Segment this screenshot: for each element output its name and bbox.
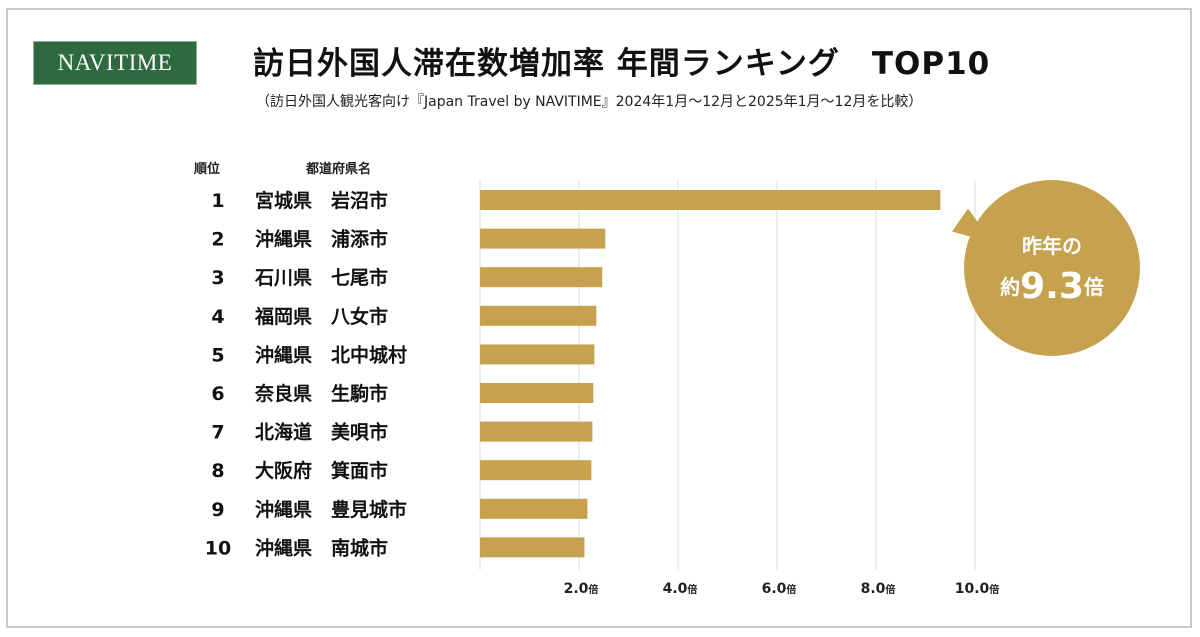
callout-value: 9.3 — [1020, 266, 1084, 307]
category-label: 宮城県 岩沼市 — [255, 189, 388, 212]
category-label: 石川県 七尾市 — [254, 266, 388, 289]
bar — [480, 305, 597, 326]
rank-label: 4 — [211, 306, 224, 328]
rank-label: 8 — [211, 460, 224, 482]
chart-subtitle: （訪日外国人観光客向け『Japan Travel by NAVITIME』202… — [256, 94, 923, 110]
name-header: 都道府県名 — [306, 162, 372, 177]
navitime-logo: NAVITIME — [33, 41, 197, 85]
tick-label: 2.0倍 — [564, 581, 599, 597]
bar — [480, 344, 595, 365]
rank-label: 10 — [205, 537, 231, 559]
bar — [480, 267, 603, 288]
tick-label: 10.0倍 — [955, 581, 1000, 597]
category-label: 沖縄県 南城市 — [255, 536, 388, 559]
callout-prefix: 約 — [1000, 275, 1021, 299]
rank-label: 1 — [211, 190, 224, 212]
chart-frame — [6, 8, 1192, 628]
bar — [480, 228, 606, 249]
rank-label: 3 — [211, 267, 224, 289]
bar — [480, 498, 588, 519]
chart-title: 訪日外国人滞在数増加率 年間ランキング TOP10 — [253, 46, 991, 82]
category-label: 沖縄県 浦添市 — [255, 228, 388, 251]
tick-label: 4.0倍 — [663, 581, 698, 597]
category-label: 福岡県 八女市 — [254, 305, 388, 328]
callout-suffix: 倍 — [1083, 275, 1104, 299]
bar — [480, 421, 593, 442]
tick-label: 8.0倍 — [861, 581, 896, 597]
rank-label: 7 — [211, 422, 224, 444]
bar — [480, 460, 592, 481]
callout-line1: 昨年の — [1022, 234, 1082, 258]
rank-label: 2 — [211, 229, 224, 251]
category-label: 沖縄県 豊見城市 — [255, 498, 407, 521]
category-label: 沖縄県 北中城村 — [255, 343, 407, 366]
bar — [480, 537, 585, 558]
callout-bubble: 昨年の 約9.3倍 — [964, 180, 1140, 356]
rank-label: 6 — [211, 383, 224, 405]
bar — [480, 190, 941, 210]
rank-label: 5 — [211, 344, 224, 366]
callout-line2: 約9.3倍 — [964, 266, 1140, 307]
category-label: 北海道 美唄市 — [255, 421, 388, 444]
category-label: 奈良県 生駒市 — [254, 382, 388, 405]
bar — [480, 383, 594, 403]
category-label: 大阪府 箕面市 — [255, 459, 388, 482]
tick-label: 6.0倍 — [762, 581, 797, 597]
rank-label: 9 — [211, 499, 224, 521]
rank-header: 順位 — [194, 162, 221, 177]
